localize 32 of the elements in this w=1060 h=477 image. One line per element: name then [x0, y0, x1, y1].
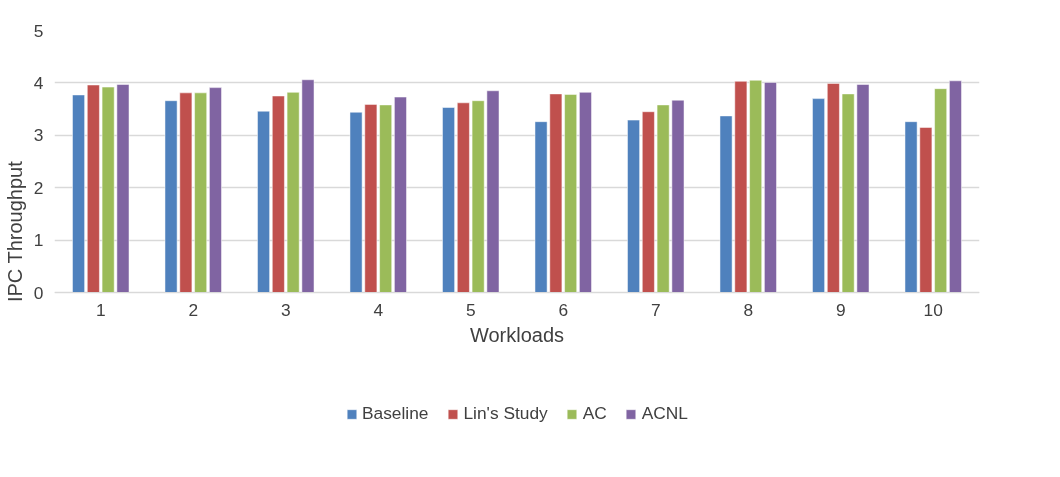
bar	[949, 80, 962, 293]
y-tick-label: 5	[33, 20, 44, 41]
x-axis-title: Workloads	[469, 323, 565, 346]
x-tick-label: 9	[835, 299, 846, 320]
bar	[257, 110, 270, 293]
bar	[627, 119, 640, 293]
x-tick-label: 7	[650, 299, 661, 320]
x-tick-label: 5	[465, 299, 476, 320]
y-tick-label: 1	[33, 230, 44, 251]
bar	[579, 92, 592, 293]
y-axis-title: IPC Throughput	[3, 160, 26, 303]
y-tick-label: 3	[33, 125, 44, 146]
bar	[764, 82, 777, 293]
x-tick-label: 1	[95, 299, 106, 320]
bar	[442, 107, 455, 293]
x-tick-label: 4	[373, 299, 384, 320]
bar	[812, 98, 825, 293]
bar	[72, 94, 85, 293]
y-tick-label: 2	[33, 177, 44, 198]
y-tick-label: 4	[33, 72, 44, 93]
legend-label: ACNL	[641, 403, 689, 424]
x-tick-label: 3	[280, 299, 291, 320]
legend-label: AC	[582, 403, 607, 424]
bar	[209, 87, 222, 293]
legend-label: Lin's Study	[463, 403, 548, 424]
x-tick-label: 10	[923, 299, 943, 320]
x-tick-label: 6	[558, 299, 569, 320]
x-tick-label: 8	[743, 299, 754, 320]
x-tick-label: 2	[188, 299, 199, 320]
y-tick-label: 0	[33, 282, 44, 303]
legend-label: Baseline	[361, 403, 429, 424]
bar	[394, 96, 407, 293]
